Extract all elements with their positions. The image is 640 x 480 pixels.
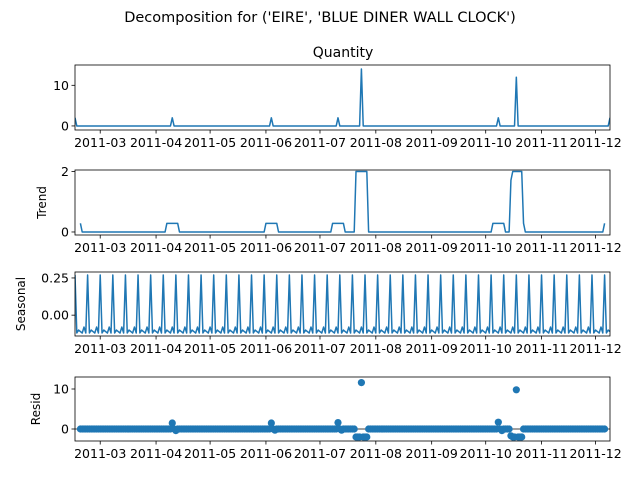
resid-point <box>334 419 342 427</box>
seasonal-series-line <box>75 274 610 334</box>
seasonal-xtick-label: 2011-11 <box>515 341 567 356</box>
resid-xtick-label: 2011-10 <box>460 446 512 461</box>
resid-xtick-label: 2011-05 <box>184 446 236 461</box>
resid-point <box>512 386 520 394</box>
seasonal-xtick-label: 2011-05 <box>184 341 236 356</box>
quantity-xtick-label: 2011-11 <box>515 135 567 150</box>
resid-ytick-label: 0 <box>61 422 69 437</box>
trend-ylabel: Trend <box>35 186 49 220</box>
resid-frame <box>74 376 611 442</box>
quantity-xtick-label: 2011-04 <box>130 135 182 150</box>
resid-xtick-label: 2011-04 <box>130 446 182 461</box>
resid-panel: Resid 010 2011-03 2011-04 2011-05 2011-06 20… <box>29 376 622 461</box>
trend-xtick-label: 2011-05 <box>184 240 236 255</box>
trend-xtick-label: 2011-03 <box>74 240 126 255</box>
seasonal-ytick-label: 0.25 <box>41 270 69 285</box>
trend-xtick-label: 2011-11 <box>515 240 567 255</box>
resid-xtick-label: 2011-07 <box>294 446 346 461</box>
quantity-xtick-label: 2011-06 <box>240 135 292 150</box>
resid-ytick-label: 10 <box>53 382 69 397</box>
figure-title: Decomposition for ('EIRE', 'BLUE DINER W… <box>124 10 516 26</box>
seasonal-xtick-label: 2011-08 <box>350 341 402 356</box>
seasonal-frame <box>74 271 611 337</box>
resid-point <box>518 433 526 441</box>
resid-point <box>601 425 609 433</box>
quantity-xtick-label: 2011-05 <box>184 135 236 150</box>
trend-xtick-label: 2011-09 <box>406 240 458 255</box>
resid-point <box>350 425 358 433</box>
trend-panel: Trend 02 2011-03 2011-04 2011-05 2011-06 201… <box>35 164 622 255</box>
resid-point <box>357 379 366 387</box>
seasonal-xtick-label: 2011-07 <box>294 341 346 356</box>
trend-series-line <box>79 170 606 233</box>
seasonal-ytick-label: 0.00 <box>41 308 69 323</box>
seasonal-ylabel: Seasonal <box>14 277 28 331</box>
quantity-ytick-label: 10 <box>53 78 69 93</box>
quantity-xtick-label: 2011-12 <box>569 135 621 150</box>
quantity-series-line <box>75 68 610 127</box>
quantity-ytick-label: 0 <box>61 118 69 133</box>
seasonal-xtick-label: 2011-12 <box>569 341 621 356</box>
resid-point <box>363 433 371 441</box>
resid-xtick-label: 2011-08 <box>350 446 402 461</box>
resid-xtick-label: 2011-12 <box>569 446 621 461</box>
trend-xtick-label: 2011-06 <box>240 240 292 255</box>
seasonal-xtick-label: 2011-03 <box>74 341 126 356</box>
quantity-panel: Quantity 0 10 2011-03 2011-04 2011-05 2011-0… <box>53 45 622 150</box>
resid-point <box>168 419 176 427</box>
seasonal-xtick-label: 2011-09 <box>406 341 458 356</box>
resid-point <box>267 419 275 427</box>
resid-xtick-label: 2011-06 <box>240 446 292 461</box>
quantity-xtick-label: 2011-03 <box>74 135 126 150</box>
quantity-title: Quantity <box>313 45 374 61</box>
resid-ylabel: Resid <box>29 393 43 425</box>
trend-xtick-label: 2011-10 <box>460 240 512 255</box>
trend-xtick-label: 2011-07 <box>294 240 346 255</box>
resid-xtick-label: 2011-11 <box>515 446 567 461</box>
quantity-xtick-label: 2011-10 <box>460 135 512 150</box>
seasonal-xtick-label: 2011-10 <box>460 341 512 356</box>
trend-ytick-label: 0 <box>61 224 69 239</box>
trend-xtick-label: 2011-08 <box>350 240 402 255</box>
resid-xtick-label: 2011-03 <box>74 446 126 461</box>
resid-xtick-label: 2011-09 <box>406 446 458 461</box>
seasonal-xtick-label: 2011-06 <box>240 341 292 356</box>
trend-frame <box>74 169 611 236</box>
seasonal-panel: Seasonal 0.00 0.25 2011-03 2011-04 2011-05 2… <box>14 270 622 356</box>
resid-point <box>494 418 502 426</box>
resid-point <box>505 425 513 433</box>
quantity-xtick-label: 2011-09 <box>406 135 458 150</box>
quantity-xtick-label: 2011-07 <box>294 135 346 150</box>
trend-xtick-label: 2011-12 <box>569 240 621 255</box>
trend-ytick-label: 2 <box>61 164 69 179</box>
quantity-xtick-label: 2011-08 <box>350 135 402 150</box>
trend-xtick-label: 2011-04 <box>130 240 182 255</box>
seasonal-xtick-label: 2011-04 <box>130 341 182 356</box>
quantity-frame <box>74 64 611 131</box>
